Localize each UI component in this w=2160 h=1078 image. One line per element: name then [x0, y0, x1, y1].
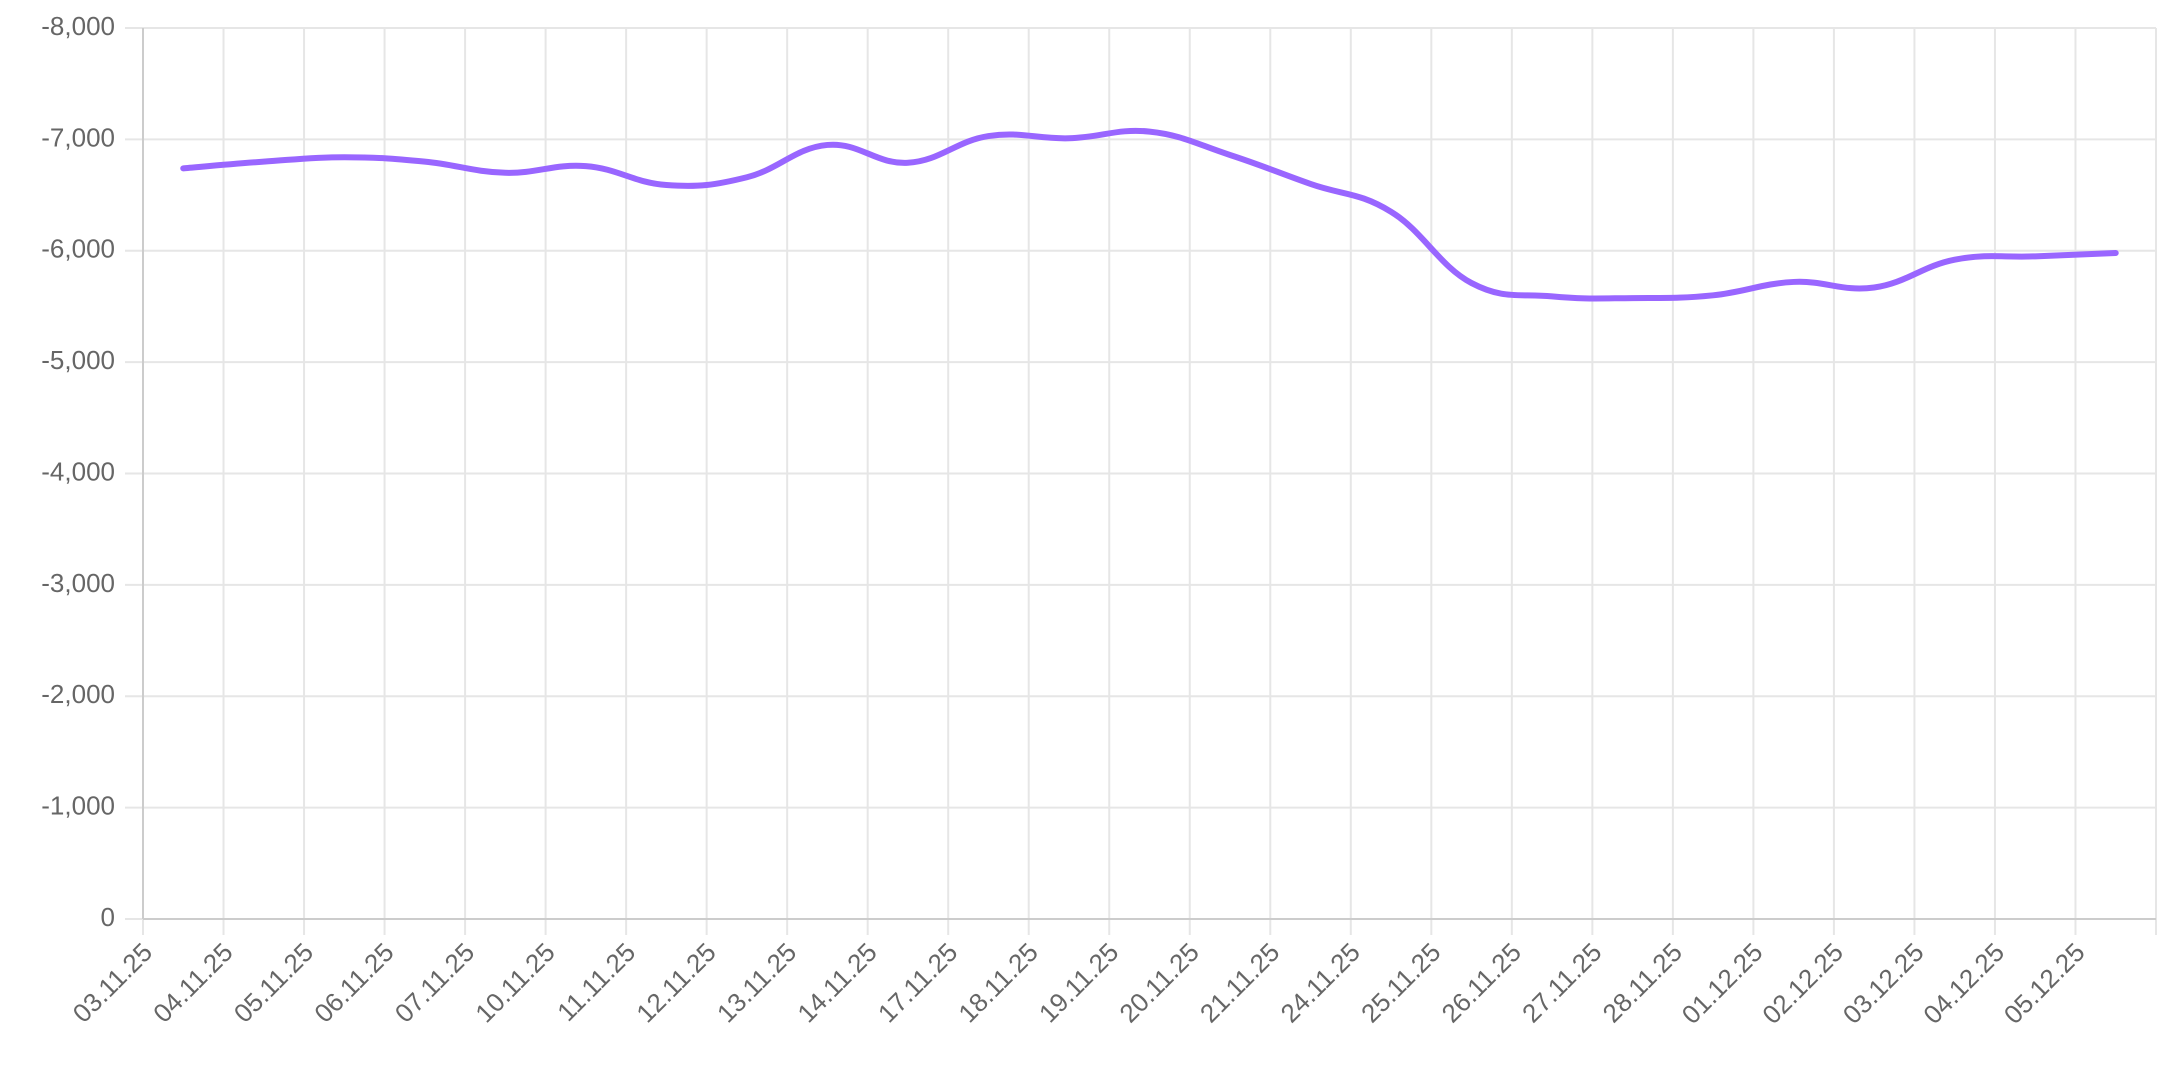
- x-tick-label: 25.11.25: [1355, 937, 1446, 1028]
- x-tick-label: 18.11.25: [952, 937, 1043, 1028]
- x-tick-label: 28.11.25: [1597, 937, 1688, 1028]
- x-tick-label: 01.12.25: [1676, 937, 1769, 1030]
- x-tick-label: 02.12.25: [1756, 937, 1849, 1030]
- x-tick-label: 04.11.25: [147, 937, 238, 1028]
- x-tick-label: 27.11.25: [1516, 937, 1607, 1028]
- x-tick-label: 17.11.25: [872, 937, 963, 1028]
- x-tick-label: 19.11.25: [1033, 937, 1124, 1028]
- x-tick-label: 04.12.25: [1917, 937, 2010, 1030]
- y-tick-label: -6,000: [41, 234, 115, 264]
- x-tick-label: 05.12.25: [1998, 937, 2091, 1030]
- y-tick-label: 0: [101, 902, 115, 932]
- x-tick-label: 20.11.25: [1113, 937, 1204, 1028]
- y-tick-label: -3,000: [41, 568, 115, 598]
- y-tick-label: -7,000: [41, 122, 115, 152]
- x-tick-label: 13.11.25: [711, 937, 802, 1028]
- x-tick-label: 26.11.25: [1436, 937, 1527, 1028]
- x-tick-label: 03.12.25: [1837, 937, 1930, 1030]
- x-tick-label: 21.11.25: [1194, 937, 1285, 1028]
- x-tick-label: 06.11.25: [308, 937, 399, 1028]
- x-tick-label: 07.11.25: [389, 937, 480, 1028]
- x-tick-label: 14.11.25: [791, 937, 882, 1028]
- x-tick-label: 10.11.25: [469, 937, 560, 1028]
- y-tick-label: -2,000: [41, 679, 115, 709]
- x-tick-label: 11.11.25: [551, 937, 641, 1027]
- y-tick-label: -8,000: [41, 11, 115, 41]
- line: [180, 127, 2119, 302]
- y-tick-label: -1,000: [41, 791, 115, 821]
- x-tick-label: 24.11.25: [1274, 937, 1365, 1028]
- x-tick-label: 03.11.25: [67, 937, 158, 1028]
- y-tick-label: -4,000: [41, 456, 115, 486]
- y-tick-label: -5,000: [41, 345, 115, 375]
- x-tick-label: 12.11.25: [630, 937, 721, 1028]
- x-tick-label: 05.11.25: [228, 937, 319, 1028]
